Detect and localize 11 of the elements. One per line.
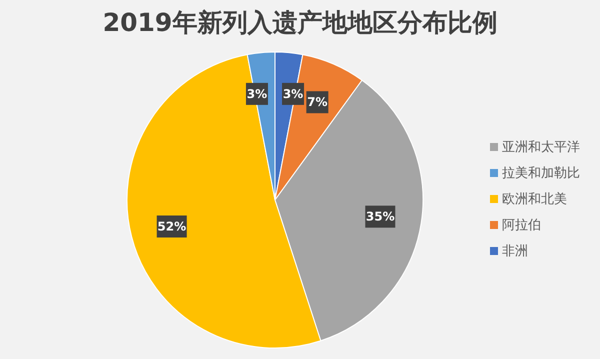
legend-label: 亚洲和太平洋: [502, 140, 580, 155]
legend-label: 阿拉伯: [502, 218, 541, 233]
data-label: 3%: [246, 86, 268, 101]
chart-title: 2019年新列入遗产地地区分布比例: [102, 7, 498, 39]
data-label: 3%: [282, 86, 304, 101]
legend-label: 欧洲和北美: [502, 192, 567, 207]
data-label: 35%: [366, 210, 395, 224]
legend-label: 拉美和加勒比: [502, 166, 580, 181]
data-label: 52%: [157, 220, 186, 234]
data-label: 7%: [307, 95, 328, 110]
legend-label: 非洲: [502, 244, 528, 259]
